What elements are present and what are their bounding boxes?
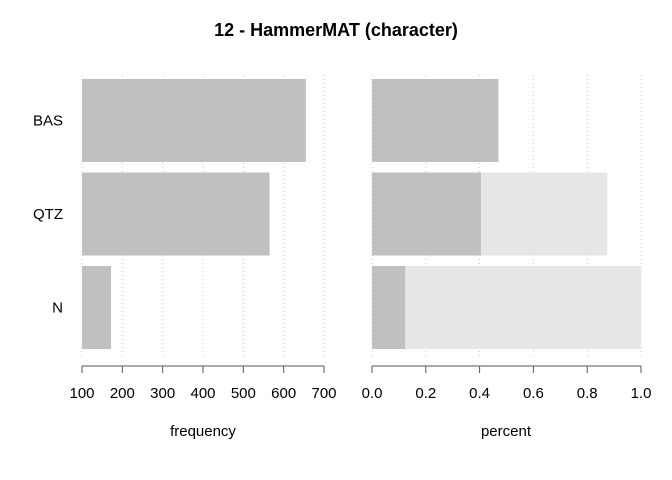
percent-tick-label: 0.6 xyxy=(523,385,544,402)
cumulative-bar-n xyxy=(372,266,641,349)
category-label-n: N xyxy=(52,300,63,317)
category-label-qtz: QTZ xyxy=(33,206,63,223)
percent-panel: 0.0 0.2 0.4 0.6 0.8 1.0 percent xyxy=(362,75,652,440)
frequency-bar-qtz xyxy=(82,172,270,256)
percent-tick-label: 1.0 xyxy=(631,385,652,402)
frequency-bars xyxy=(82,79,306,349)
frequency-panel: 100 200 300 400 500 600 700 BAS QTZ N frequency xyxy=(33,75,337,440)
frequency-tick-label: 100 xyxy=(69,385,94,402)
percent-bar-qtz xyxy=(372,172,481,256)
chart-title: 12 - HammerMAT (character) xyxy=(214,20,458,40)
category-label-bas: BAS xyxy=(33,113,63,130)
frequency-tick-label: 300 xyxy=(150,385,175,402)
frequency-x-axis: 100 200 300 400 500 600 700 xyxy=(69,365,337,402)
percent-tick-label: 0.2 xyxy=(415,385,436,402)
percent-tick-label: 0.0 xyxy=(362,385,383,402)
percent-bar-bas xyxy=(372,79,499,162)
frequency-axis-title: frequency xyxy=(170,423,236,440)
frequency-tick-label: 200 xyxy=(110,385,135,402)
percent-axis-title: percent xyxy=(481,423,532,440)
frequency-tick-label: 600 xyxy=(271,385,296,402)
category-labels: BAS QTZ N xyxy=(33,113,63,317)
percent-tick-label: 0.4 xyxy=(469,385,490,402)
percent-bars xyxy=(372,79,641,349)
frequency-bar-bas xyxy=(82,79,306,162)
percent-tick-label: 0.8 xyxy=(577,385,598,402)
percent-x-axis: 0.0 0.2 0.4 0.6 0.8 1.0 xyxy=(362,365,652,402)
frequency-bar-n xyxy=(82,266,112,349)
frequency-tick-label: 400 xyxy=(190,385,215,402)
percent-bar-n xyxy=(372,266,406,349)
frequency-tick-label: 700 xyxy=(311,385,336,402)
frequency-tick-label: 500 xyxy=(231,385,256,402)
